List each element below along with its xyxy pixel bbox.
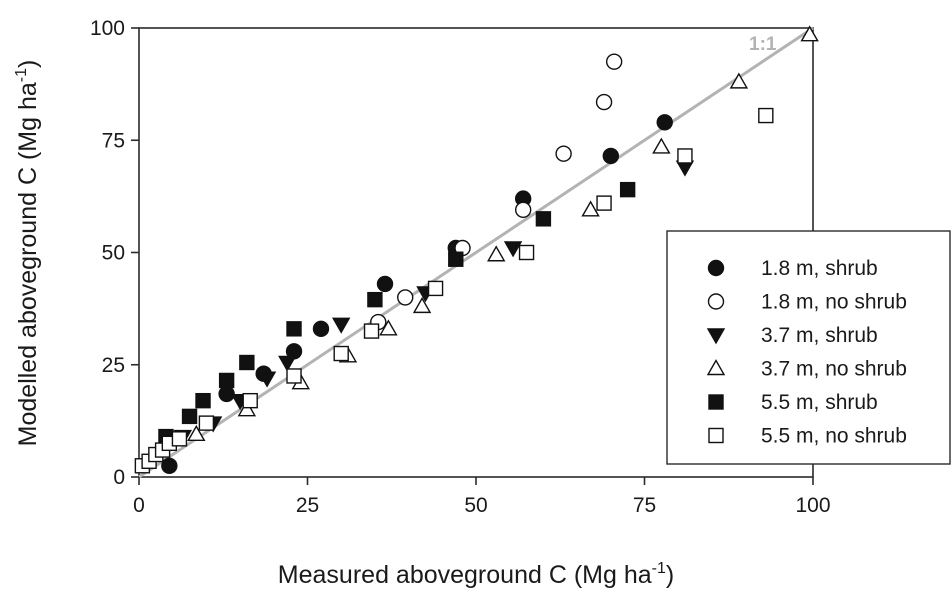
data-point: [503, 241, 523, 258]
legend-label: 3.7 m, shrub: [761, 324, 878, 347]
x-tick-label: 75: [633, 494, 656, 517]
data-point: [758, 107, 774, 124]
data-point: [535, 211, 552, 227]
data-point: [555, 145, 572, 162]
data-point: [312, 320, 330, 338]
legend-label: 5.5 m, shrub: [761, 391, 878, 414]
legend-item-1-8-m-shrub: 1.8 m, shrub: [707, 257, 878, 280]
data-point: [412, 296, 432, 314]
legend: 1.8 m, shrub 1.8 m, no shrub 3.7 m, shrub 3…: [666, 230, 951, 465]
data-point: [677, 148, 693, 164]
legend-item-1-8-m-no-shrub: 1.8 m, no shrub: [707, 291, 907, 314]
data-point: [376, 275, 394, 293]
data-point: [427, 280, 444, 297]
y-axis-label-superscript: -1: [13, 68, 30, 82]
data-point: [198, 415, 215, 431]
legend-label: 3.7 m, no shrub: [761, 358, 907, 381]
data-point: [605, 53, 623, 70]
data-point: [656, 114, 673, 131]
legend-marker: [707, 293, 725, 310]
x-axis-label-end: ): [666, 561, 674, 589]
x-tick-label: 50: [464, 494, 487, 517]
data-point: [363, 323, 380, 339]
legend-item-3-7-m-no-shrub: 3.7 m, no shrub: [706, 358, 907, 381]
x-tick-label: 100: [795, 494, 830, 517]
x-axis-label: Measured aboveground C (Mg ha-1): [278, 560, 674, 589]
data-point: [729, 72, 749, 89]
data-point: [487, 245, 506, 262]
data-points: [134, 25, 819, 474]
data-point: [800, 25, 819, 42]
data-point: [331, 317, 351, 334]
legend-item-5-5-m-no-shrub: 5.5 m, no shrub: [708, 425, 907, 448]
data-point: [286, 321, 302, 337]
legend-item-5-5-m-shrub: 5.5 m, shrub: [708, 391, 878, 414]
axis-ticks: 0 25 50 75 100 0 25 50 75 100: [90, 17, 831, 517]
data-point: [242, 392, 258, 409]
x-axis-label-text: Measured aboveground C (Mg ha: [278, 561, 652, 589]
y-axis-label-end: ): [14, 60, 42, 68]
data-point: [237, 400, 257, 417]
data-point: [619, 181, 636, 198]
data-point: [187, 424, 206, 442]
one-to-one-label: 1:1: [749, 34, 777, 55]
y-axis-label-text: Modelled aboveground C (Mg ha: [14, 82, 42, 446]
y-tick-label: 100: [90, 17, 125, 40]
y-tick-label: 25: [102, 354, 125, 377]
data-point: [397, 289, 414, 306]
data-point: [367, 291, 383, 308]
data-point: [333, 345, 349, 362]
x-tick-label: 0: [133, 494, 145, 517]
x-tick-label: 25: [296, 494, 319, 517]
legend-marker: [706, 359, 726, 376]
data-point: [171, 431, 188, 447]
legend-label: 5.5 m, no shrub: [761, 425, 907, 448]
legend-marker: [706, 328, 726, 345]
data-point: [195, 392, 211, 409]
data-point: [278, 355, 297, 372]
y-tick-label: 75: [102, 129, 125, 152]
data-point: [581, 200, 600, 217]
data-point: [286, 368, 302, 384]
data-point: [518, 244, 535, 261]
data-point: [596, 195, 612, 211]
legend-marker: [708, 394, 724, 410]
data-point: [161, 457, 178, 474]
data-point: [181, 408, 198, 425]
legend-marker: [707, 259, 725, 277]
series-3-7-m-no-shrub: [187, 25, 819, 442]
legend-item-3-7-m-shrub: 3.7 m, shrub: [706, 324, 878, 347]
data-point: [379, 319, 398, 336]
legend-marker: [708, 427, 724, 444]
data-point: [218, 372, 235, 389]
data-point: [595, 93, 613, 111]
data-point: [257, 371, 277, 388]
data-point: [652, 137, 671, 154]
data-point: [218, 385, 235, 403]
series-1-8-m-no-shrub: [370, 53, 623, 331]
legend-label: 1.8 m, no shrub: [761, 291, 907, 314]
series-5-5-m-no-shrub: [134, 107, 774, 474]
y-tick-label: 50: [102, 242, 125, 265]
y-axis-label: Modelled aboveground C (Mg ha-1): [13, 60, 42, 447]
data-point: [448, 251, 464, 267]
legend-label: 1.8 m, shrub: [761, 257, 878, 280]
data-point: [602, 147, 619, 165]
data-point: [514, 201, 532, 219]
y-tick-label: 0: [113, 466, 125, 489]
x-axis-label-superscript: -1: [652, 560, 666, 577]
data-point: [239, 354, 255, 371]
